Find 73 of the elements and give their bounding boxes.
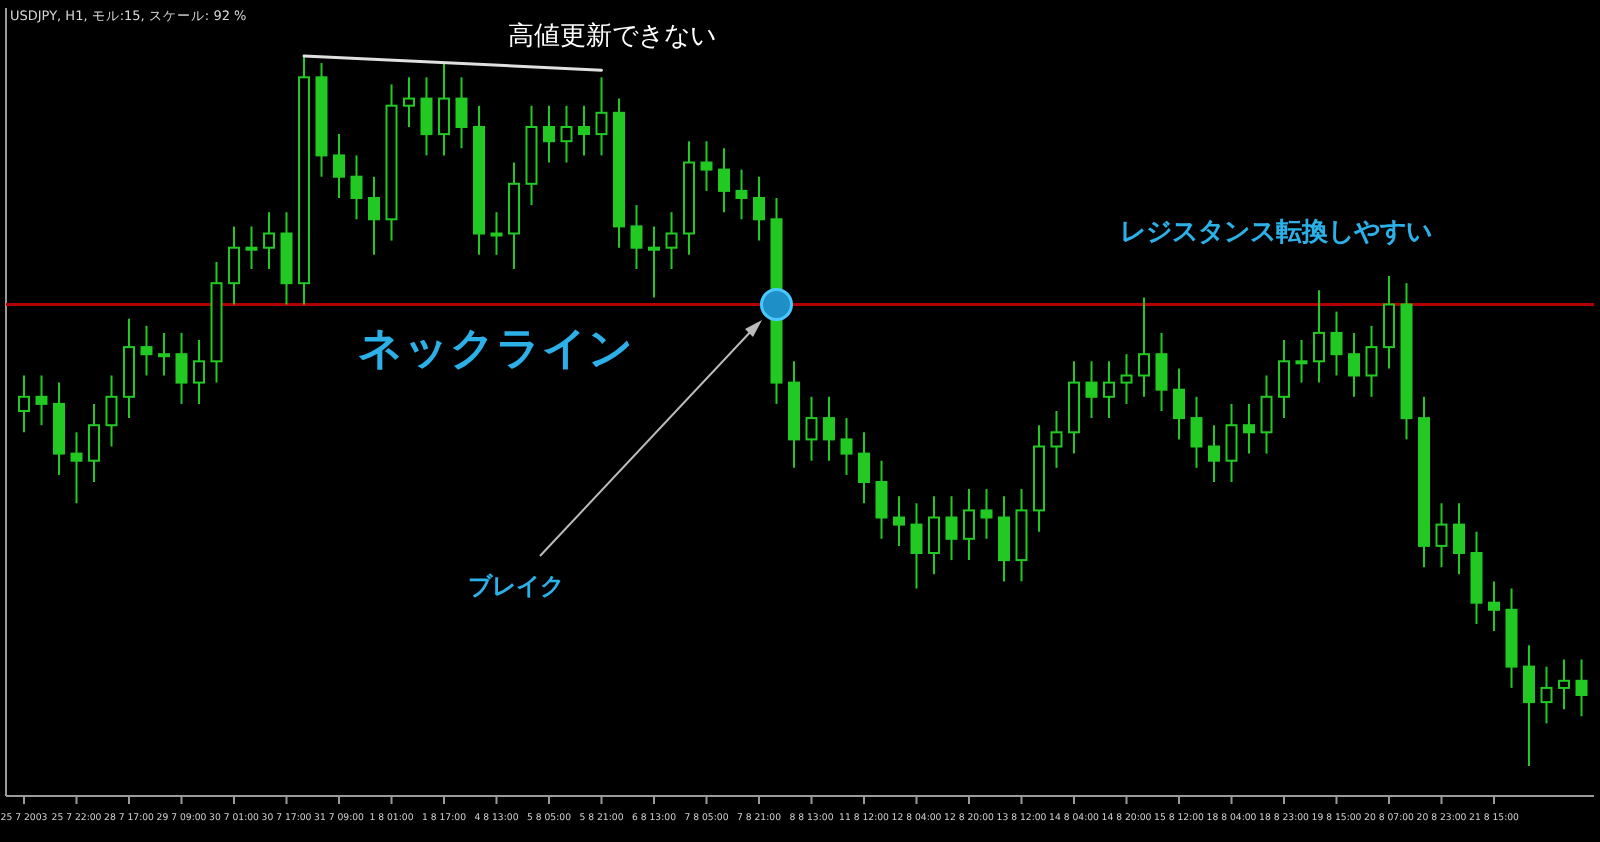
candlestick (140, 324, 153, 377)
candlestick (455, 76, 468, 150)
candlestick (1225, 402, 1238, 483)
candlestick (1243, 402, 1255, 455)
candlestick (1348, 331, 1360, 398)
candlestick (228, 225, 240, 306)
candlestick (1488, 580, 1500, 633)
candlestick (963, 488, 975, 562)
candlestick (858, 431, 870, 505)
candlestick (350, 154, 363, 221)
candlestick (1575, 658, 1588, 718)
candlestick (1085, 360, 1098, 420)
candlestick (840, 417, 853, 476)
candlestick (630, 204, 643, 270)
candlestick (105, 374, 118, 448)
candlestick (1138, 296, 1150, 398)
text: 高値更新できない (508, 20, 716, 52)
candlestick (893, 495, 905, 547)
candlestick (263, 211, 275, 270)
candlestick (980, 488, 993, 540)
candlestick (1050, 410, 1063, 469)
candlestick (1383, 275, 1395, 370)
candlestick (823, 395, 835, 462)
candlestick (910, 502, 923, 590)
candlestick (560, 104, 573, 164)
candlestick (1295, 339, 1308, 384)
candlestick (1120, 353, 1133, 405)
candlestick (665, 211, 678, 270)
candlestick (1278, 339, 1290, 420)
candlestick (88, 402, 100, 483)
candlestick (1330, 310, 1343, 377)
annotation: レジスタンス転換しやすい (1120, 218, 1432, 248)
candlestick (735, 168, 748, 221)
candlestick (1208, 424, 1220, 483)
candlestick (158, 331, 170, 377)
candlestick (718, 147, 730, 214)
candlestick (1523, 644, 1535, 767)
candlestick (595, 76, 608, 157)
candlestick (998, 495, 1010, 583)
candlestick (805, 395, 818, 462)
candlestick (70, 431, 83, 505)
candlestick (578, 104, 590, 157)
candlestick (945, 495, 958, 562)
candlestick (753, 175, 765, 242)
candlestick (1453, 502, 1465, 576)
candlestick (368, 175, 380, 256)
candlestick (490, 211, 503, 256)
candlestick (1173, 367, 1185, 441)
candlestick (1558, 658, 1570, 711)
candlestick (1313, 289, 1325, 384)
candlestick (403, 76, 415, 128)
candlestick (18, 374, 30, 434)
ref-line-label: ネックライン (358, 324, 634, 375)
candlestick (1155, 331, 1168, 412)
candlestick (1540, 665, 1553, 725)
candlestick (193, 339, 205, 405)
candlestick (875, 459, 888, 540)
candlestick (1260, 374, 1273, 455)
annotation: ブレイク (468, 572, 564, 600)
candlestick (1103, 360, 1115, 420)
candlestick (420, 76, 433, 157)
candlestick (245, 225, 258, 270)
candlestick (1435, 502, 1448, 569)
candlestick (1365, 324, 1378, 398)
candlestick (438, 62, 450, 157)
candlestick (333, 133, 345, 199)
candlestick (928, 495, 940, 576)
candlestick (543, 104, 555, 164)
candlestick (35, 374, 48, 427)
candlestick (175, 331, 188, 405)
candlestick (1190, 395, 1203, 469)
candlestick (648, 225, 660, 299)
candlestick (700, 140, 713, 192)
